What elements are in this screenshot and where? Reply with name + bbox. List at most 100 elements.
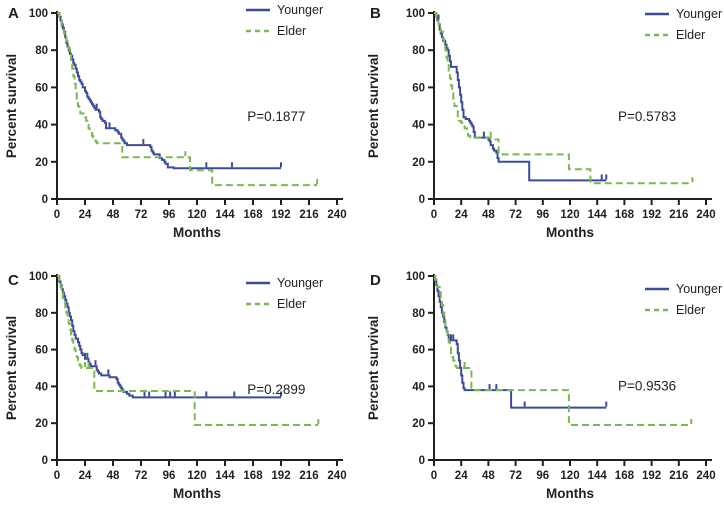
x-tick-label: 96	[163, 470, 176, 482]
x-tick-label: 120	[187, 209, 206, 221]
y-axis-title: Percent survival	[366, 316, 381, 420]
y-tick-label: 40	[412, 120, 425, 132]
y-tick-label: 60	[35, 345, 48, 357]
y-tick-label: 100	[406, 271, 425, 283]
x-tick-label: 72	[509, 209, 522, 221]
x-tick-label: 216	[299, 209, 318, 221]
y-axis-title: Percent survival	[4, 316, 19, 420]
y-tick-label: 40	[35, 120, 48, 132]
x-tick-label: 192	[271, 209, 290, 221]
x-tick-label: 120	[560, 470, 579, 482]
x-tick-label: 24	[79, 209, 92, 221]
x-tick-label: 0	[54, 470, 60, 482]
x-tick-label: 192	[642, 209, 661, 221]
y-tick-label: 40	[412, 381, 425, 393]
legend-younger-label: Younger	[277, 276, 323, 290]
y-tick-label: 0	[42, 455, 48, 467]
y-tick-label: 100	[29, 8, 48, 20]
x-tick-label: 168	[615, 470, 635, 482]
panel-B-chart: 0 20 40 60 80 100 0 24 48 72 96 120 144 168 192 216 240 M…	[366, 5, 722, 240]
panel-C-chart: 0 20 40 60 80 100 0 24 48 72 96 120 144 168 192 216 240 M…	[4, 271, 347, 501]
x-tick-label: 216	[669, 470, 688, 482]
x-tick-label: 24	[79, 470, 92, 482]
x-tick-label: 96	[536, 470, 549, 482]
x-tick-label: 144	[215, 470, 235, 482]
legend-elder-label: Elder	[676, 303, 705, 317]
y-tick-label: 80	[35, 45, 48, 57]
y-tick-label: 100	[406, 8, 425, 20]
legend-elder-label: Elder	[277, 24, 306, 38]
x-tick-label: 120	[187, 470, 206, 482]
y-tick-label: 60	[35, 82, 48, 94]
panel-a: 0 20 40 60 80 100 0 24 48 72 96 120 144 168 192 216 240 M…	[0, 0, 362, 259]
x-tick-label: 48	[107, 470, 120, 482]
x-tick-label: 144	[215, 209, 235, 221]
elder-survival-curve	[434, 12, 693, 185]
x-axis-title: Months	[173, 486, 221, 501]
y-tick-label: 0	[419, 455, 425, 467]
panel-letter: D	[370, 272, 381, 289]
y-tick-label: 0	[42, 194, 48, 206]
panel-b: 0 20 40 60 80 100 0 24 48 72 96 120 144 168 192 216 240 M…	[362, 0, 724, 259]
y-tick-label: 40	[35, 381, 48, 393]
x-tick-label: 0	[431, 209, 437, 221]
panel-D-chart: 0 20 40 60 80 100 0 24 48 72 96 120 144 168 192 216 240 M…	[366, 271, 722, 501]
x-tick-label: 192	[271, 470, 290, 482]
elder-survival-curve	[57, 275, 319, 426]
x-tick-label: 96	[163, 209, 176, 221]
x-tick-label: 0	[54, 209, 60, 221]
x-tick-label: 96	[536, 209, 549, 221]
y-axis-title: Percent survival	[366, 54, 381, 158]
elder-survival-curve	[434, 275, 692, 426]
p-value-label: P=0.5783	[618, 109, 676, 124]
panel-d: 0 20 40 60 80 100 0 24 48 72 96 120 144 168 192 216 240 M…	[362, 259, 724, 518]
y-tick-label: 60	[412, 345, 425, 357]
x-tick-label: 144	[588, 470, 608, 482]
x-tick-label: 24	[455, 209, 468, 221]
p-value-label: P=0.2899	[247, 382, 305, 397]
x-tick-label: 48	[107, 209, 120, 221]
legend-younger-label: Younger	[676, 282, 722, 296]
x-tick-label: 72	[135, 470, 148, 482]
x-tick-label: 168	[243, 209, 263, 221]
x-tick-label: 72	[509, 470, 522, 482]
younger-survival-curve	[434, 12, 607, 182]
elder-survival-curve	[57, 12, 318, 187]
p-value-label: P=0.1877	[247, 109, 305, 124]
y-tick-label: 80	[412, 45, 425, 57]
x-tick-label: 0	[431, 470, 437, 482]
y-tick-label: 0	[419, 194, 425, 206]
panel-A-chart: 0 20 40 60 80 100 0 24 48 72 96 120 144 168 192 216 240 M…	[4, 3, 347, 240]
x-tick-label: 144	[588, 209, 608, 221]
y-tick-label: 80	[412, 308, 425, 320]
y-tick-label: 20	[412, 418, 425, 430]
x-tick-label: 168	[615, 209, 635, 221]
x-tick-label: 192	[642, 470, 661, 482]
y-tick-label: 60	[412, 82, 425, 94]
y-axis-title: Percent survival	[4, 54, 19, 158]
y-tick-label: 20	[35, 418, 48, 430]
legend-elder-label: Elder	[277, 297, 306, 311]
panel-c: 0 20 40 60 80 100 0 24 48 72 96 120 144 168 192 216 240 M…	[0, 259, 362, 518]
x-tick-label: 216	[669, 209, 688, 221]
legend-younger-label: Younger	[277, 3, 323, 17]
x-tick-label: 240	[327, 209, 346, 221]
legend-younger-label: Younger	[676, 7, 722, 21]
younger-survival-curve	[57, 12, 281, 170]
x-tick-label: 120	[560, 209, 579, 221]
x-tick-label: 72	[135, 209, 148, 221]
panel-letter: C	[8, 272, 19, 289]
x-tick-label: 168	[243, 470, 263, 482]
legend-elder-label: Elder	[676, 28, 705, 42]
x-tick-label: 48	[482, 470, 495, 482]
x-tick-label: 240	[327, 470, 346, 482]
x-tick-label: 48	[482, 209, 495, 221]
younger-survival-curve	[434, 275, 607, 409]
y-tick-label: 80	[35, 308, 48, 320]
y-tick-label: 20	[35, 157, 48, 169]
x-tick-label: 24	[455, 470, 468, 482]
x-axis-title: Months	[546, 225, 594, 240]
younger-survival-curve	[57, 275, 281, 399]
x-axis-title: Months	[546, 486, 594, 501]
